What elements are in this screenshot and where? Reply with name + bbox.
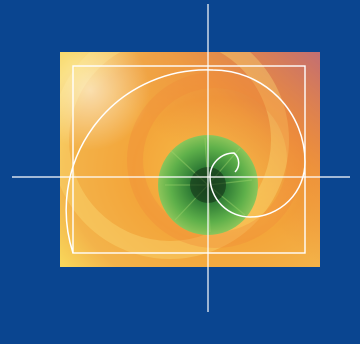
nautilus-photo [60, 52, 320, 267]
crosshair-icon [12, 4, 350, 312]
golden-spiral-icon [65, 69, 306, 254]
